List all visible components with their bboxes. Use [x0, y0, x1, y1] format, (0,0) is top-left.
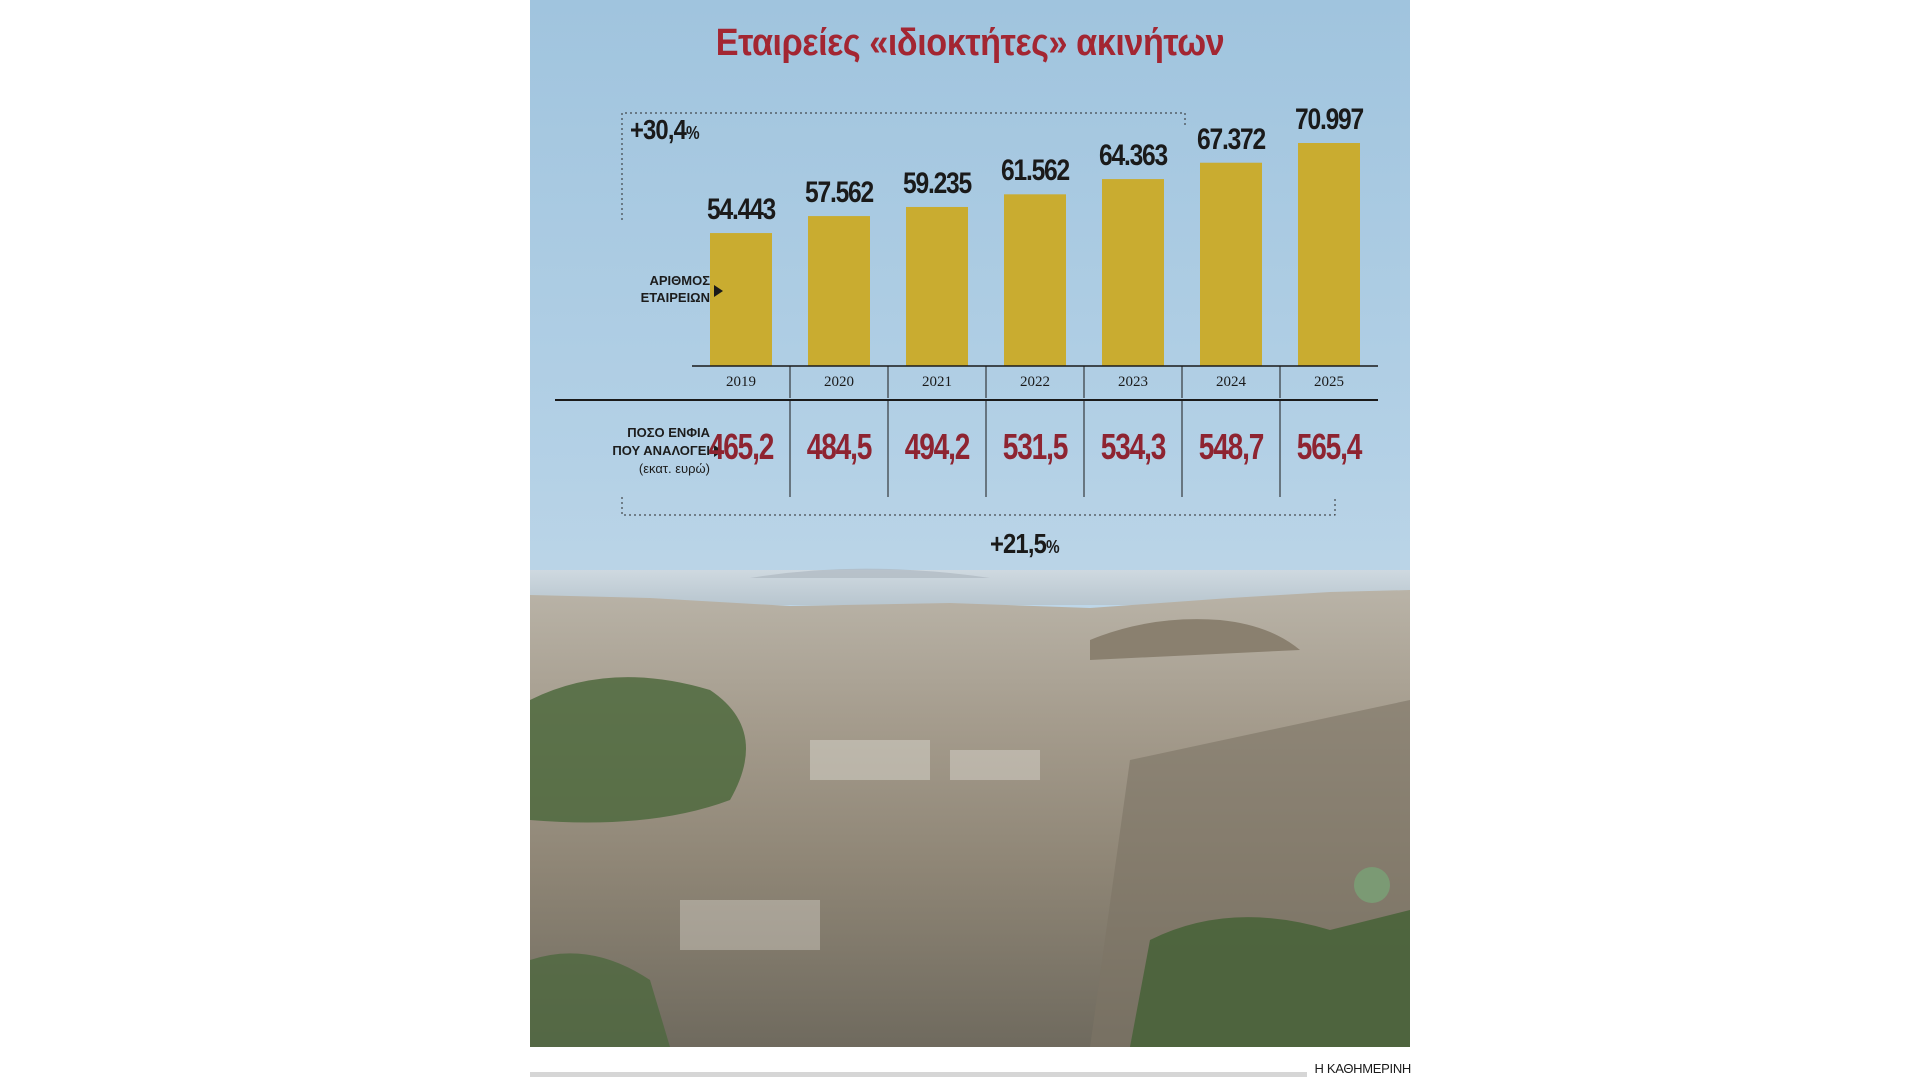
bar-value-label-2023: 64.363	[1099, 139, 1168, 173]
source-credit: Η ΚΑΘΗΜΕΡΙΝΗ	[1314, 1061, 1411, 1076]
bar-value-label-2019: 54.443	[707, 193, 776, 227]
enfia-value-2023: 534,3	[1100, 426, 1167, 467]
bar-value-label-2020: 57.562	[805, 176, 874, 210]
year-tick-label-2025: 2025	[1314, 374, 1344, 390]
bar-2019	[710, 233, 772, 366]
enfia-value-2024: 548,7	[1198, 426, 1265, 467]
enfia-growth-bracket	[621, 497, 1336, 516]
year-tick-label-2021: 2021	[922, 374, 952, 390]
companies-label-line-2: ΕΤΑΙΡΕΙΩΝ	[640, 290, 710, 305]
bar-2022	[1004, 194, 1066, 366]
enfia-value-2020: 484,5	[806, 426, 873, 467]
bar-value-label-2022: 61.562	[1001, 154, 1070, 188]
enfia-growth-pct: +21,5%	[990, 528, 1060, 559]
enfia-value-2025: 565,4	[1296, 426, 1363, 467]
bar-2023	[1102, 179, 1164, 366]
year-tick-label-2024: 2024	[1216, 374, 1246, 390]
background-photo	[530, 0, 1410, 1047]
bar-2024	[1200, 162, 1262, 366]
bar-2020	[808, 216, 870, 366]
bar-2021	[906, 206, 968, 366]
companies-arrow-icon	[714, 285, 723, 297]
companies-bar-chart	[555, 112, 1378, 516]
year-tick-label-2023: 2023	[1118, 374, 1148, 390]
enfia-row-label: ΠΟΣΟ ΕΝΦΙΑ ΠΟΥ ΑΝΑΛΟΓΕΙ (εκατ. ευρώ)	[560, 424, 710, 478]
enfia-value-2021: 494,2	[904, 426, 971, 467]
enfia-value-2022: 531,5	[1002, 426, 1069, 467]
enfia-label-line-1: ΠΟΣΟ ΕΝΦΙΑ	[627, 425, 710, 440]
infographic-panel: Εταιρείες «ιδιοκτήτες» ακινήτων +30,4% +…	[530, 0, 1410, 1047]
year-tick-label-2022: 2022	[1020, 374, 1050, 390]
bar-2025	[1298, 143, 1360, 366]
enfia-arrow-icon	[714, 445, 723, 457]
footer-rule	[530, 1072, 1307, 1077]
enfia-value-2019: 465,2	[708, 426, 775, 467]
companies-row-label: ΑΡΙΘΜΟΣ ΕΤΑΙΡΕΙΩΝ	[580, 272, 710, 306]
chart-title: Εταιρείες «ιδιοκτήτες» ακινήτων	[715, 22, 1225, 64]
companies-label-line-1: ΑΡΙΘΜΟΣ	[649, 273, 710, 288]
enfia-label-line-3: (εκατ. ευρώ)	[638, 461, 710, 476]
year-tick-label-2019: 2019	[726, 374, 756, 390]
bar-value-label-2025: 70.997	[1295, 103, 1364, 136]
companies-growth-pct: +30,4%	[630, 114, 700, 145]
enfia-label-line-2: ΠΟΥ ΑΝΑΛΟΓΕΙ	[612, 443, 710, 458]
bar-value-label-2024: 67.372	[1197, 122, 1266, 156]
year-tick-label-2020: 2020	[824, 374, 854, 390]
bar-value-label-2021: 59.235	[903, 166, 972, 200]
